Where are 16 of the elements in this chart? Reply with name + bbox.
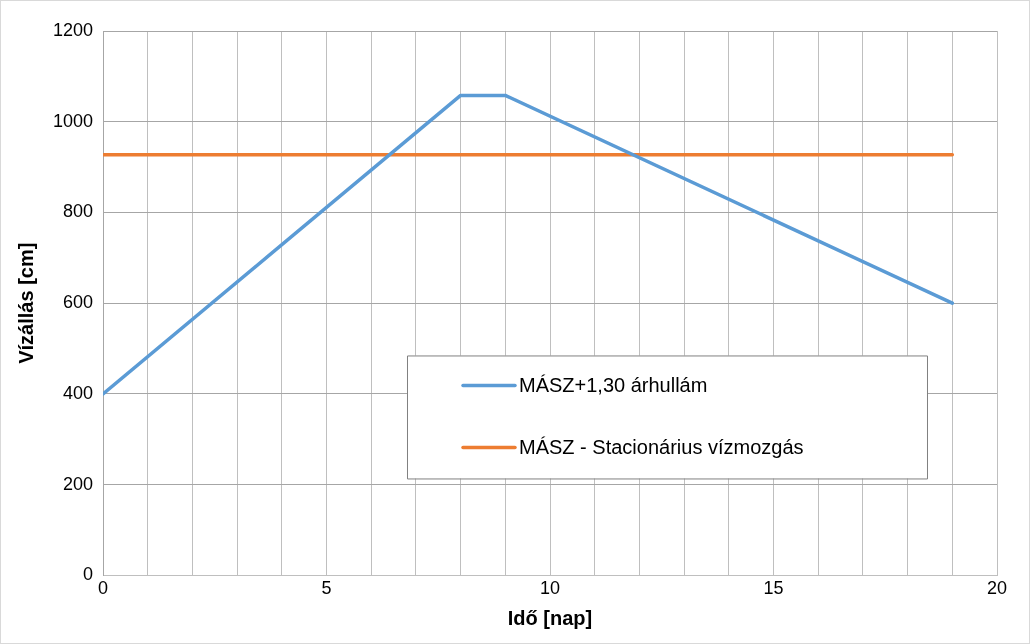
x-tick-label: 10 bbox=[540, 578, 561, 599]
x-tick-label: 20 bbox=[986, 578, 1008, 599]
legend-label: MÁSZ - Stacionárius vízmozgás bbox=[518, 435, 804, 458]
y-axis-title: Vízállás [cm] bbox=[14, 242, 37, 364]
y-tick-label: 800 bbox=[63, 201, 94, 222]
x-tick-label: 5 bbox=[321, 578, 332, 599]
y-tick-label: 600 bbox=[63, 292, 94, 313]
x-tick-label: 15 bbox=[763, 578, 784, 599]
y-tick-label: 200 bbox=[63, 473, 94, 494]
legend-label: MÁSZ+1,30 árhullám bbox=[518, 373, 708, 396]
y-tick-label: 0 bbox=[83, 564, 94, 585]
x-tick-label: 0 bbox=[98, 578, 109, 599]
x-axis-title: Idő [nap] bbox=[507, 606, 593, 629]
y-tick-label: 1000 bbox=[53, 110, 94, 131]
y-tick-label: 1200 bbox=[53, 19, 94, 40]
y-tick-label: 400 bbox=[63, 382, 94, 403]
